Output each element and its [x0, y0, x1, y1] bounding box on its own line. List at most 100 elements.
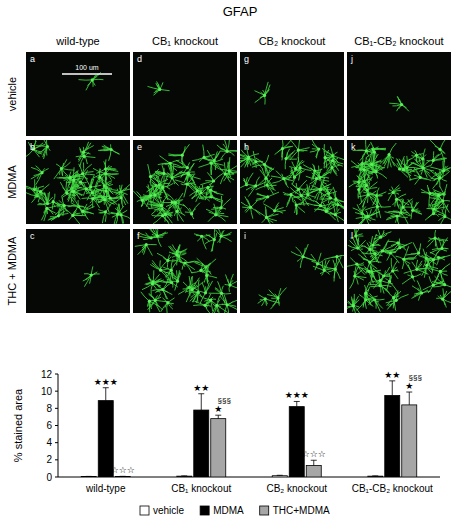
astrocyte-body — [438, 148, 441, 151]
astrocyte-body — [226, 150, 229, 153]
astrocyte-body — [352, 304, 355, 307]
astrocyte-body — [316, 262, 319, 265]
astrocyte-body — [264, 297, 267, 300]
astrocyte-body — [365, 149, 368, 152]
astrocyte — [291, 244, 315, 268]
legend-swatch — [260, 506, 269, 515]
astrocyte-body — [72, 190, 75, 193]
astrocyte — [181, 163, 201, 182]
column-label: wild-type — [55, 35, 99, 47]
astrocyte-body — [109, 197, 112, 200]
astrocyte-body — [323, 156, 326, 159]
astrocyte-body — [425, 264, 428, 267]
x-tick-label: wild-type — [85, 483, 126, 494]
row-label: MDMA — [6, 165, 18, 199]
astrocyte-body — [368, 248, 371, 251]
astrocyte-body — [174, 201, 177, 204]
bar — [306, 465, 321, 477]
astrocyte-body — [443, 283, 446, 286]
astrocyte-body — [331, 159, 334, 162]
micrograph — [133, 52, 237, 136]
astrocyte — [148, 293, 167, 312]
astrocyte-body — [103, 198, 106, 201]
micrograph-cells — [148, 81, 170, 95]
bar — [177, 476, 192, 477]
significance-label: ☆☆☆ — [111, 465, 135, 475]
astrocyte-body — [71, 214, 74, 217]
astrocyte-body — [214, 213, 217, 216]
astrocyte-body — [265, 184, 268, 187]
micrograph-cells — [240, 140, 344, 224]
y-tick-label: 0 — [46, 472, 52, 483]
astrocyte — [191, 263, 211, 275]
astrocyte-body — [63, 204, 66, 207]
astrocyte — [380, 143, 397, 168]
astrocyte — [194, 281, 213, 303]
astrocyte-body — [362, 168, 365, 171]
error-bar — [86, 476, 92, 477]
micrograph — [26, 52, 130, 136]
astrocyte — [183, 203, 200, 219]
micrograph-cells — [26, 140, 130, 224]
micrograph — [133, 140, 237, 224]
column-label: CB₁-CB₂ knockout — [354, 35, 443, 47]
astrocyte — [86, 181, 103, 203]
astrocyte — [158, 156, 183, 172]
astrocyte-body — [204, 291, 207, 294]
astrocyte-body — [191, 288, 194, 291]
astrocyte — [411, 159, 434, 178]
astrocyte-body — [141, 199, 144, 202]
astrocyte-body — [220, 292, 223, 295]
astrocyte-body — [39, 190, 42, 193]
astrocyte — [369, 234, 381, 253]
astrocyte — [358, 267, 375, 283]
astrocyte — [324, 255, 344, 268]
panel-letter: l — [351, 231, 353, 241]
bar — [81, 476, 96, 477]
astrocyte — [26, 140, 46, 157]
astrocyte — [73, 163, 95, 180]
astrocyte — [82, 191, 106, 208]
astrocyte — [68, 184, 82, 202]
micrograph-cells — [258, 244, 344, 309]
astrocyte — [389, 96, 409, 111]
astrocyte-body — [145, 243, 148, 246]
astrocyte-body — [209, 298, 212, 301]
astrocyte — [200, 172, 224, 188]
astrocyte-body — [373, 150, 376, 153]
astrocyte-body — [402, 258, 405, 261]
astrocyte-body — [437, 256, 440, 259]
astrocyte — [183, 276, 203, 302]
significance-label: ★ — [405, 381, 413, 391]
error-bar — [311, 460, 317, 465]
y-tick-label: 8 — [46, 403, 52, 414]
astrocyte-body — [156, 234, 159, 237]
astrocyte — [169, 245, 188, 255]
astrocyte-body — [364, 292, 367, 295]
astrocyte — [430, 140, 447, 162]
astrocyte — [430, 194, 445, 207]
row-label: THC + MDMA — [6, 236, 18, 305]
error-bar — [294, 401, 300, 406]
astrocyte — [311, 184, 329, 201]
significance-label: ☆☆☆ — [302, 449, 326, 459]
astrocyte-body — [433, 237, 436, 240]
micrograph — [133, 229, 237, 313]
panel-letter: f — [137, 231, 140, 241]
bar — [211, 419, 226, 477]
astrocyte — [427, 230, 448, 249]
astrocyte-body — [219, 235, 222, 238]
astrocyte-body — [439, 270, 442, 273]
astrocyte — [98, 144, 119, 161]
astrocyte-body — [91, 197, 94, 200]
astrocyte-body — [420, 291, 423, 294]
astrocyte-body — [187, 173, 190, 176]
astrocyte-body — [300, 194, 303, 197]
micrograph-cells — [349, 140, 451, 224]
astrocyte — [245, 177, 266, 197]
astrocyte-body — [379, 279, 382, 282]
astrocyte — [241, 196, 260, 218]
astrocyte-body — [164, 213, 167, 216]
astrocyte-body — [433, 207, 436, 210]
astrocyte — [438, 204, 451, 224]
